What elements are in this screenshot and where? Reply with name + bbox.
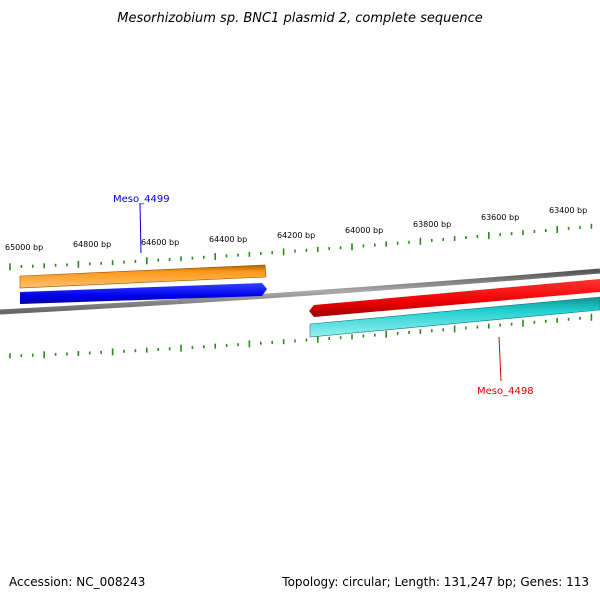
map-title: Mesorhizobium sp. BNC1 plasmid 2, comple… bbox=[117, 11, 483, 26]
tick-label: 64000 bp bbox=[345, 226, 383, 235]
inner-tick-marks bbox=[9, 313, 593, 359]
gene-blue-arrow[interactable] bbox=[20, 283, 267, 304]
gene-red-arrow[interactable] bbox=[309, 279, 600, 317]
gene-cyan[interactable] bbox=[309, 296, 600, 338]
gene-label-meso-4498[interactable]: Meso_4498 bbox=[477, 386, 534, 397]
genome-backbone bbox=[0, 268, 600, 315]
tick-label: 63800 bp bbox=[413, 220, 451, 229]
tick-label: 64600 bp bbox=[141, 238, 179, 247]
accession-text: Accession: NC_008243 bbox=[9, 575, 145, 589]
label-leader-meso-4499 bbox=[139, 203, 142, 254]
tick-label: 64200 bp bbox=[277, 231, 315, 240]
tick-label: 63400 bp bbox=[549, 206, 587, 215]
gene-orange[interactable] bbox=[19, 264, 267, 289]
tick-label: 63600 bp bbox=[481, 213, 519, 222]
genome-summary-text: Topology: circular; Length: 131,247 bp; … bbox=[281, 575, 589, 589]
outer-tick-marks bbox=[9, 223, 593, 271]
label-leader-meso-4498 bbox=[498, 336, 502, 382]
tick-label: 65000 bp bbox=[5, 243, 43, 252]
tick-label: 64400 bp bbox=[209, 235, 247, 244]
tick-label: 64800 bp bbox=[73, 240, 111, 249]
gene-label-meso-4499[interactable]: Meso_4499 bbox=[113, 194, 170, 205]
tick-labels: 65000 bp 64800 bp 64600 bp 64400 bp 6420… bbox=[5, 206, 587, 252]
